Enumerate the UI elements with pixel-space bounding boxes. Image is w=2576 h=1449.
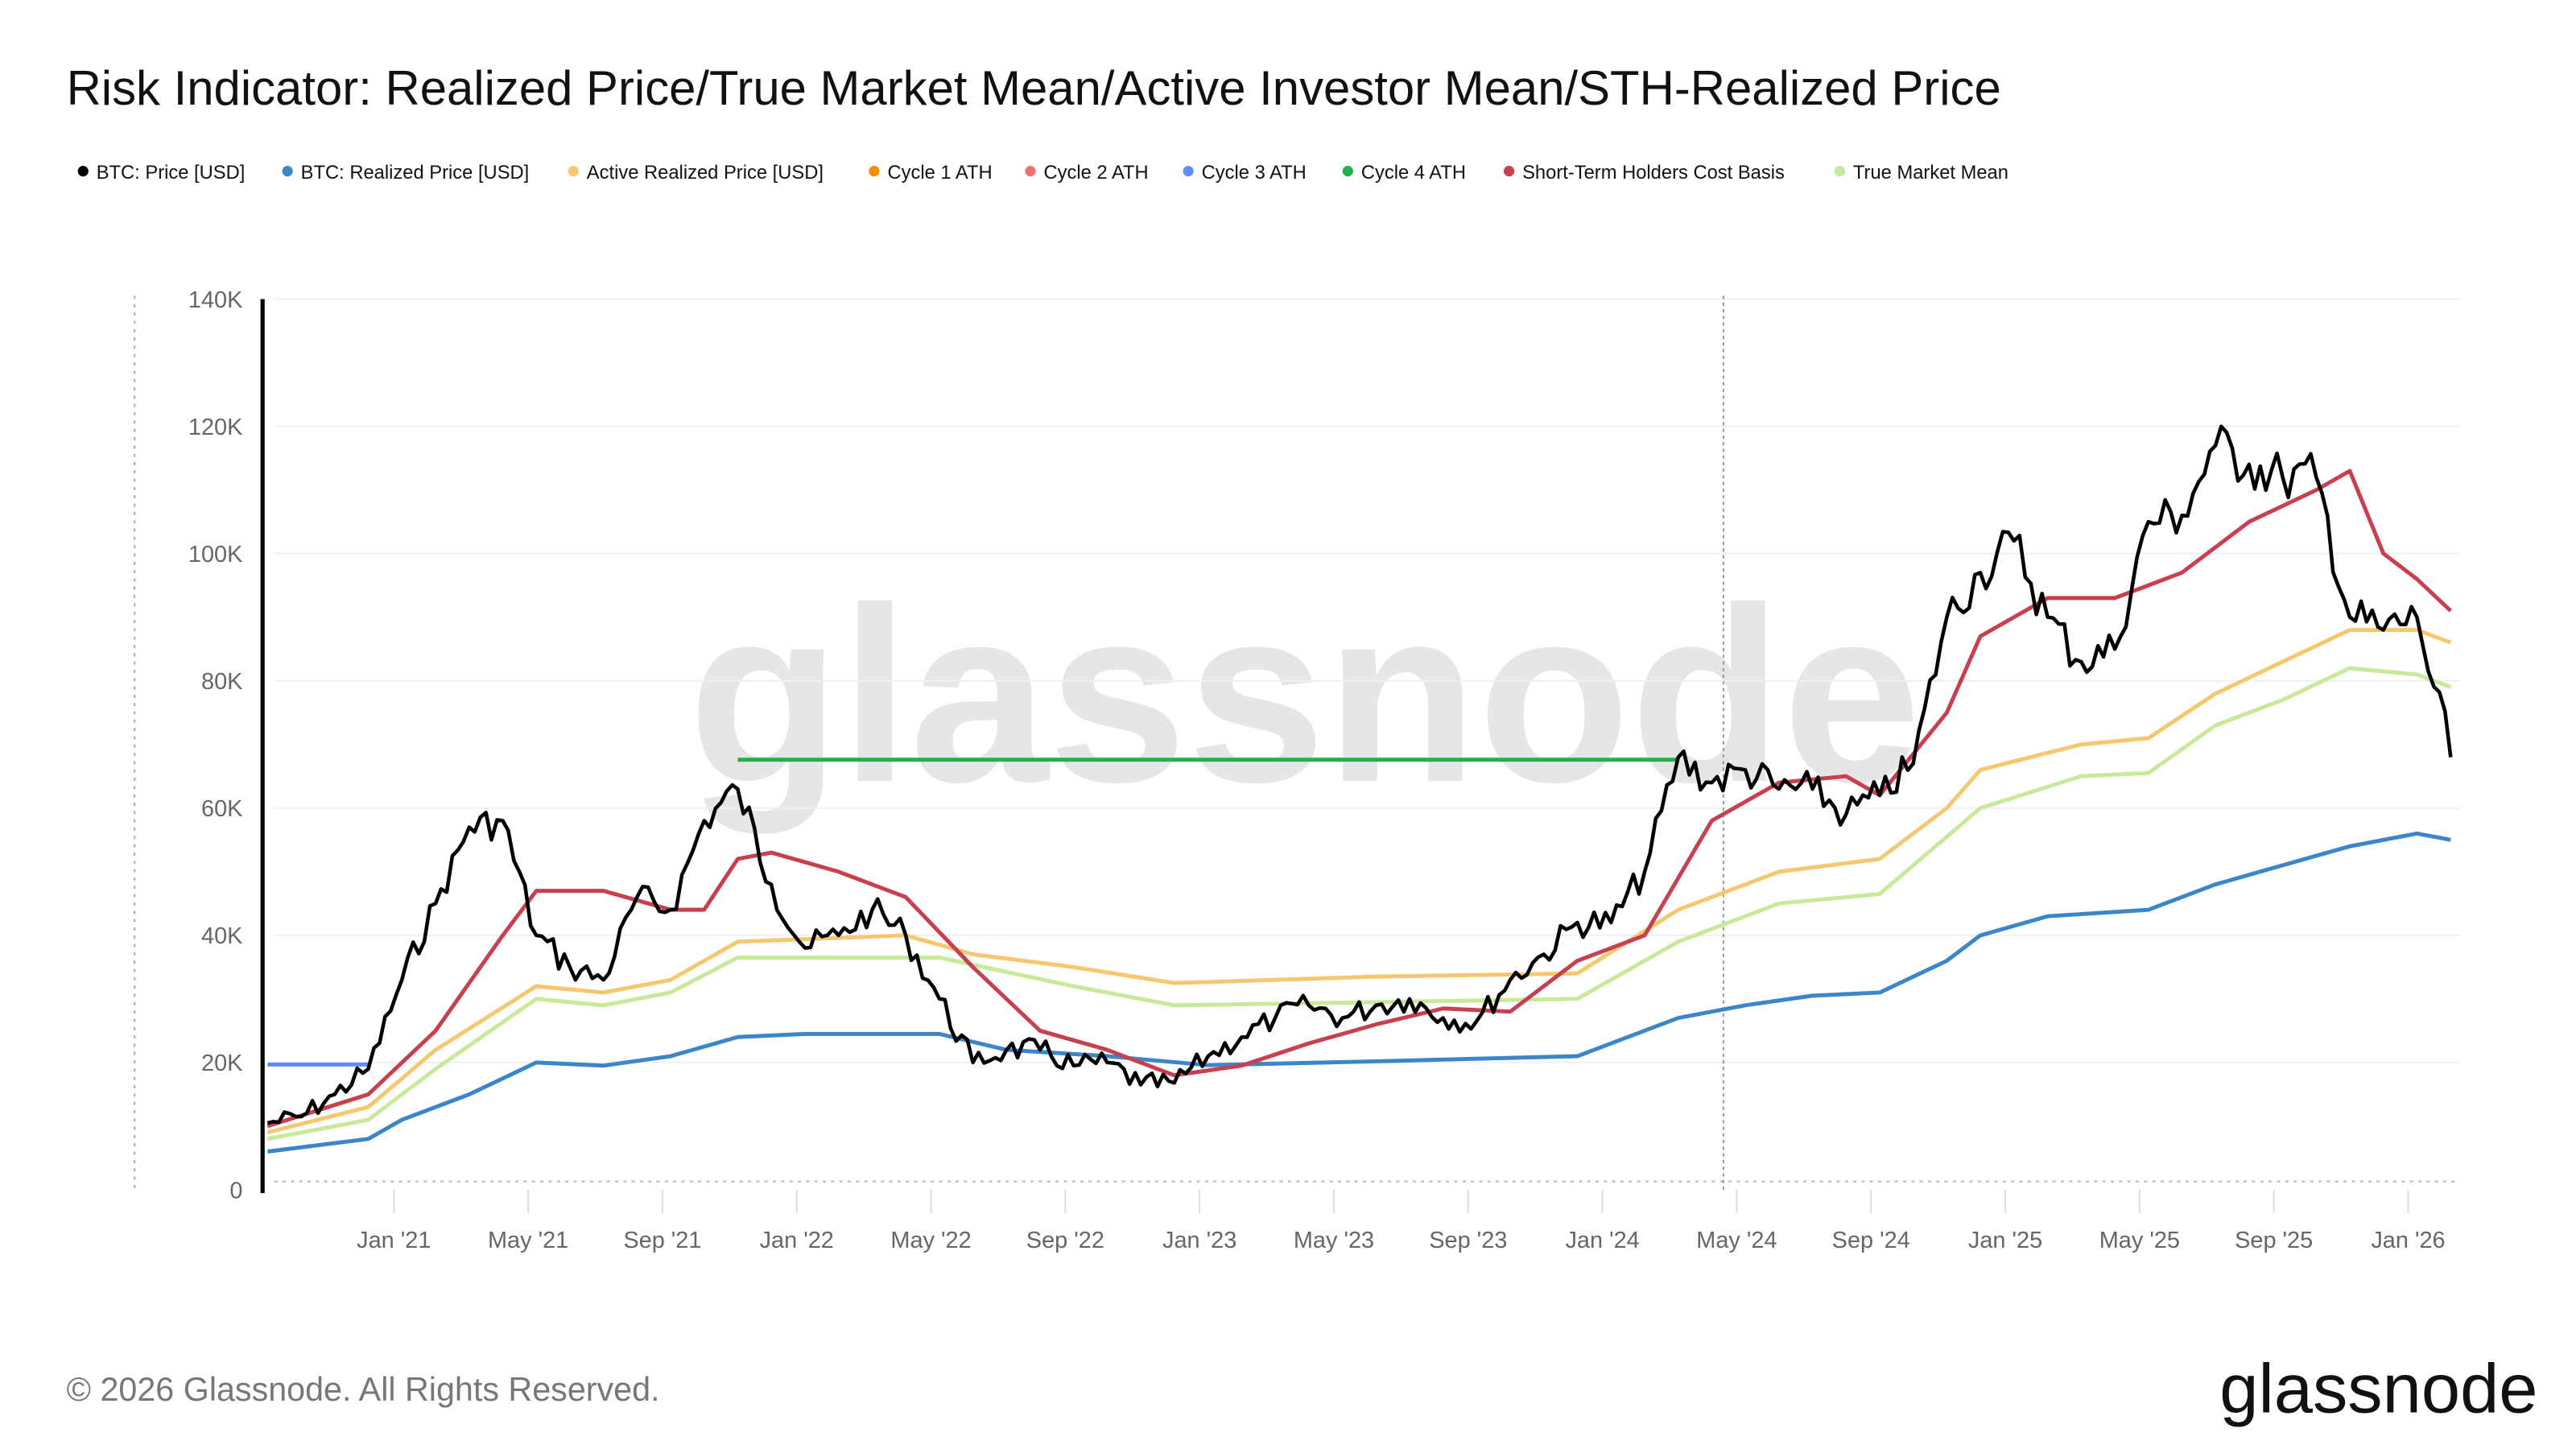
series-line-btc-realized-price-usd (267, 831, 2451, 1154)
x-tick-label: May '23 (1294, 1228, 1374, 1253)
series-line-active-realized-price-usd (266, 628, 2452, 1135)
y-tick-label: 80K (201, 669, 242, 695)
y-tick-label: 60K (201, 796, 242, 822)
x-tick-label: May '25 (2099, 1228, 2180, 1253)
y-axis: 0 20K 40K 60K 80K 100K 120K 140K (188, 287, 242, 1203)
legend-item[interactable]: Cycle 1 ATH (869, 163, 993, 184)
legend-label: Cycle 3 ATH (1202, 163, 1307, 184)
x-tick-label: May '21 (488, 1228, 568, 1253)
x-tick-label: Sep '23 (1429, 1228, 1507, 1253)
series-group (266, 424, 2453, 1154)
legend-swatch (869, 166, 880, 177)
legend-label: Active Realized Price [USD] (587, 163, 824, 184)
legend-swatch (568, 166, 579, 177)
legend-label: Short-Term Holders Cost Basis (1522, 163, 1785, 184)
legend-swatch (1025, 166, 1036, 177)
legend-item[interactable]: BTC: Price [USD] (77, 163, 246, 184)
legend-label: Cycle 4 ATH (1361, 163, 1466, 184)
legend-swatch (1342, 166, 1353, 177)
y-tick-label: 20K (201, 1051, 242, 1076)
x-tick-label: May '24 (1696, 1228, 1777, 1253)
x-axis: Jan '21 May '21 Sep '21 Jan '22 May '22 Sep '… (357, 1189, 2446, 1253)
legend-label: Cycle 2 ATH (1044, 163, 1149, 184)
x-tick-label: Sep '25 (2235, 1228, 2313, 1253)
watermark: glassnode (688, 555, 1922, 836)
legend-swatch (77, 166, 89, 177)
legend-item[interactable]: Cycle 3 ATH (1183, 163, 1307, 184)
x-tick-label: Jan '22 (760, 1228, 834, 1253)
x-tick-label: Sep '24 (1832, 1228, 1910, 1253)
y-tick-label: 0 (229, 1178, 242, 1203)
chart-title: Risk Indicator: Realized Price/True Mark… (67, 61, 2001, 115)
legend: BTC: Price [USD] BTC: Realized Price [USD… (77, 163, 2008, 184)
legend-item[interactable]: True Market Mean (1834, 163, 2008, 184)
legend-item[interactable]: Cycle 2 ATH (1025, 163, 1149, 184)
legend-label: BTC: Price [USD] (97, 163, 246, 184)
x-tick-label: Jan '24 (1565, 1228, 1639, 1253)
grid (274, 298, 2460, 1063)
legend-item[interactable]: BTC: Realized Price [USD] (282, 163, 530, 184)
legend-swatch (1183, 166, 1194, 177)
legend-label: BTC: Realized Price [USD] (301, 163, 530, 184)
legend-item[interactable]: Active Realized Price [USD] (568, 163, 824, 184)
x-tick-label: Sep '22 (1026, 1228, 1104, 1253)
series-line-btc-price-usd (266, 424, 2453, 1125)
y-tick-label: 140K (188, 287, 242, 313)
legend-swatch (282, 166, 293, 177)
y-tick-label: 100K (188, 542, 242, 568)
legend-item[interactable]: Cycle 4 ATH (1342, 163, 1466, 184)
x-tick-label: Jan '21 (357, 1228, 431, 1253)
y-tick-label: 40K (201, 923, 242, 949)
y-tick-label: 120K (188, 415, 242, 440)
x-tick-label: May '22 (890, 1228, 971, 1253)
x-tick-label: Jan '23 (1162, 1228, 1236, 1253)
x-tick-label: Sep '21 (623, 1228, 701, 1253)
legend-label: True Market Mean (1853, 163, 2008, 184)
copyright: © 2026 Glassnode. All Rights Reserved. (67, 1371, 660, 1408)
x-tick-label: Jan '26 (2371, 1228, 2445, 1253)
series-line-true-market-mean (266, 666, 2452, 1141)
legend-item[interactable]: Short-Term Holders Cost Basis (1503, 163, 1785, 184)
legend-swatch (1834, 166, 1846, 177)
legend-swatch (1503, 166, 1515, 177)
x-tick-label: Jan '25 (1968, 1228, 2042, 1253)
glassnode-logo: glassnode (2219, 1351, 2537, 1428)
legend-label: Cycle 1 ATH (887, 163, 992, 184)
